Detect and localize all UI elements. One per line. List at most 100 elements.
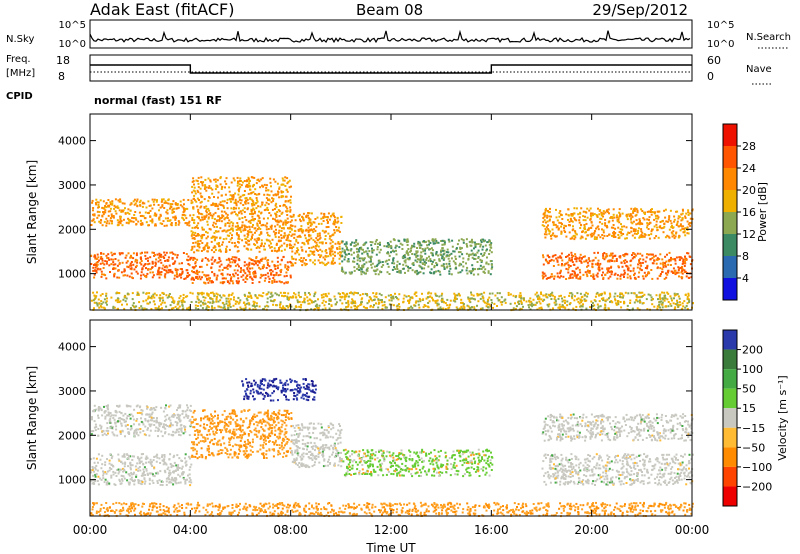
data-cell: [143, 307, 146, 310]
data-cell: [423, 267, 426, 270]
data-cell: [438, 259, 441, 262]
data-cell: [231, 292, 234, 295]
data-cell: [683, 265, 686, 267]
data-cell: [149, 204, 152, 207]
data-cell: [564, 299, 567, 302]
data-cell: [249, 212, 251, 215]
data-cell: [269, 214, 272, 217]
data-cell: [284, 195, 287, 198]
data-cell: [131, 479, 134, 482]
data-cell: [670, 222, 673, 225]
data-cell: [234, 272, 237, 275]
data-cell: [257, 205, 260, 208]
data-cell: [268, 234, 271, 237]
data-cell: [462, 241, 465, 244]
data-cell: [210, 187, 212, 190]
data-cell: [592, 259, 595, 262]
data-cell: [99, 268, 102, 271]
data-cell: [377, 298, 380, 301]
data-cell: [240, 230, 243, 233]
data-cell: [627, 269, 630, 272]
data-cell: [673, 237, 676, 240]
data-cell: [590, 300, 593, 303]
data-cell: [496, 305, 498, 307]
data-cell: [248, 228, 251, 231]
data-cell: [189, 466, 192, 469]
data-cell: [325, 255, 328, 258]
data-cell: [207, 213, 210, 216]
data-cell: [407, 240, 410, 243]
data-cell: [262, 308, 265, 311]
data-cell: [169, 203, 172, 205]
data-cell: [351, 241, 354, 244]
data-cell: [283, 282, 286, 285]
data-cell: [489, 249, 491, 252]
data-cell: [167, 202, 170, 205]
data-cell: [570, 214, 573, 217]
data-cell: [236, 273, 239, 276]
data-cell: [661, 306, 664, 309]
data-cell: [267, 203, 270, 206]
data-cell: [270, 272, 273, 275]
data-cell: [165, 294, 168, 297]
data-cell: [196, 205, 199, 208]
data-cell: [632, 211, 635, 214]
data-cell: [541, 300, 544, 303]
data-cell: [106, 470, 109, 473]
data-cell: [640, 208, 643, 211]
data-cell: [677, 269, 680, 272]
data-cell: [462, 239, 465, 242]
data-cell: [367, 255, 370, 258]
data-cell: [284, 264, 287, 267]
data-cell: [155, 200, 158, 203]
data-cell: [274, 193, 277, 196]
data-cell: [434, 301, 437, 304]
data-cell: [356, 306, 358, 309]
data-cell: [290, 305, 293, 308]
data-cell: [107, 257, 110, 260]
data-cell: [609, 295, 612, 298]
data-cell: [415, 256, 418, 259]
data-cell: [275, 244, 278, 246]
data-cell: [688, 255, 691, 258]
data-cell: [677, 266, 680, 269]
data-cell: [276, 293, 278, 296]
data-cell: [280, 307, 283, 310]
data-cell: [155, 258, 158, 261]
data-cell: [303, 301, 306, 304]
data-cell: [661, 219, 664, 222]
data-cell: [250, 297, 253, 299]
data-cell: [173, 461, 176, 464]
data-cell: [96, 263, 99, 266]
data-cell: [171, 297, 174, 300]
nave-label: Nave: [746, 64, 772, 75]
data-cell: [621, 265, 624, 268]
data-cell: [192, 177, 195, 180]
data-cell: [328, 298, 331, 300]
data-cell: [176, 467, 179, 470]
data-cell: [152, 295, 154, 298]
data-cell: [260, 259, 263, 262]
data-cell: [119, 215, 122, 218]
data-cell: [253, 203, 256, 206]
data-cell: [549, 218, 551, 221]
data-cell: [307, 226, 310, 229]
data-cell: [304, 259, 307, 261]
data-cell: [540, 298, 543, 301]
data-cell: [418, 258, 421, 261]
data-cell: [570, 218, 573, 221]
data-cell: [357, 254, 360, 257]
data-cell: [411, 253, 414, 255]
data-cell: [96, 303, 99, 306]
data-cell: [129, 267, 132, 270]
data-cell: [405, 251, 408, 254]
data-cell: [555, 216, 558, 219]
data-cell: [425, 297, 428, 300]
data-cell: [259, 294, 262, 297]
data-cell: [286, 177, 289, 180]
data-cell: [663, 222, 666, 225]
data-cell: [408, 302, 411, 305]
data-cell: [206, 305, 209, 307]
data-cell: [151, 198, 154, 201]
data-cell: [555, 235, 558, 238]
